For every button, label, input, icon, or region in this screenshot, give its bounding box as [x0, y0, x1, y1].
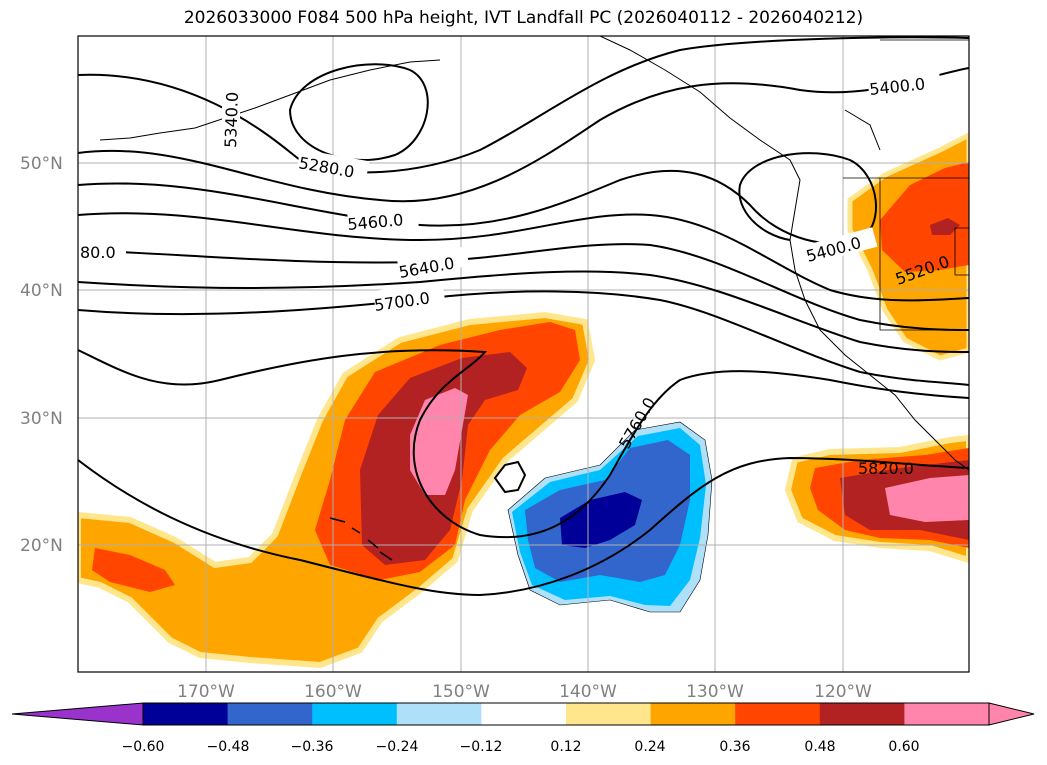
map-title: 2026033000 F084 500 hPa height, IVT Land…: [183, 8, 864, 28]
colorbar-tick-neg036: −0.36: [291, 739, 334, 755]
coast-plume-darkred: [930, 218, 960, 235]
colorbar-swatch: [481, 703, 567, 725]
height-contours: [78, 36, 969, 597]
lat-label-50: 50°N: [20, 154, 63, 174]
lat-label-30: 30°N: [20, 409, 63, 429]
contour-label-5340: 5340.0: [221, 92, 242, 149]
colorbar-tick-036: 0.36: [719, 739, 750, 755]
contour-label-5820: 5820.0: [858, 459, 914, 478]
lat-label-20: 20°N: [20, 536, 63, 556]
lon-label-150w: 150°W: [432, 682, 490, 702]
colorbar-extend-left: [11, 702, 144, 726]
latitude-labels: 50°N 40°N 30°N 20°N: [20, 154, 63, 556]
colorbar-swatch: [904, 703, 990, 725]
lon-label-170w: 170°W: [177, 682, 235, 702]
colorbar-tick-048: 0.48: [804, 739, 835, 755]
longitude-labels: 170°W 160°W 150°W 140°W 130°W 120°W: [177, 682, 872, 702]
colorbar-tick-neg060: −0.60: [122, 739, 165, 755]
colorbar-swatches: [143, 703, 990, 725]
colorbar-swatch: [312, 703, 398, 725]
plume-pink: [410, 388, 468, 495]
coast-plume-orangered: [880, 162, 969, 272]
colorbar-extend-right: [988, 702, 1035, 726]
colorbar-tick-neg048: −0.48: [207, 739, 250, 755]
colorbar-swatch: [650, 703, 736, 725]
colorbar-frame: [142, 702, 990, 726]
western-orangered-blob: [92, 548, 175, 592]
lon-label-130w: 130°W: [686, 682, 744, 702]
lon-label-160w: 160°W: [304, 682, 362, 702]
colorbar-tick-012: 0.12: [550, 739, 581, 755]
map-panel: 5340.0 5280.0 5460.0 80.0 5640.0 5700.0 …: [77, 35, 970, 673]
contour-label-80: 80.0: [80, 243, 116, 262]
colorbar: −0.60 −0.48 −0.36 −0.24 −0.12 0.12 0.24 …: [11, 702, 1035, 755]
contour-label-5460: 5460.0: [347, 210, 404, 234]
neg-navy: [560, 492, 642, 548]
colorbar-swatch: [396, 703, 482, 725]
map-frame: [77, 35, 970, 673]
gridlines: [78, 36, 969, 672]
colorbar-tick-060: 0.60: [888, 739, 919, 755]
lon-label-120w: 120°W: [814, 682, 872, 702]
colorbar-tick-neg012: −0.12: [460, 739, 503, 755]
colorbar-swatch: [143, 703, 229, 725]
se-plume-pink: [885, 475, 969, 522]
colorbar-swatch: [735, 703, 821, 725]
colorbar-swatch: [227, 703, 313, 725]
lat-label-40: 40°N: [20, 281, 63, 301]
colorbar-swatch: [819, 703, 905, 725]
colorbar-tick-024: 0.24: [634, 739, 665, 755]
colorbar-tick-neg024: −0.24: [376, 739, 419, 755]
lon-label-140w: 140°W: [559, 682, 617, 702]
colorbar-swatch: [566, 703, 652, 725]
colorbar-ticks: −0.60 −0.48 −0.36 −0.24 −0.12 0.12 0.24 …: [122, 739, 920, 755]
coastlines: [99, 36, 969, 561]
